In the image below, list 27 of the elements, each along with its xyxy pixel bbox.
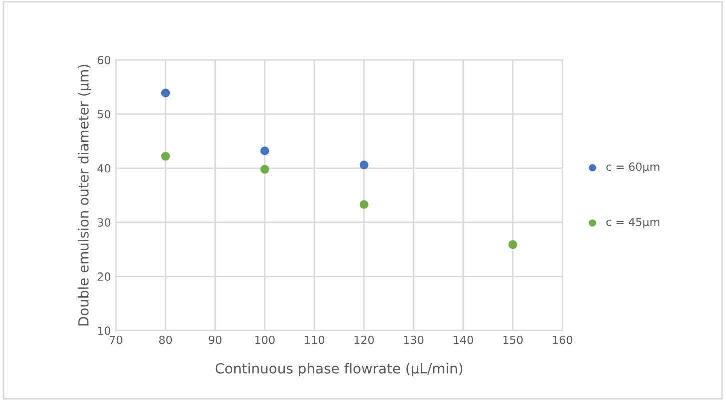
x-tick-label: 160: [553, 336, 573, 344]
y-tick-label: 10: [98, 326, 111, 336]
x-tick-label: 130: [404, 336, 424, 344]
x-tick-label: 120: [354, 336, 374, 344]
x-tick-label: 80: [159, 336, 172, 344]
y-tick-label: 30: [98, 218, 111, 227]
x-axis-title: Continuous phase flowrate (µL/min): [216, 363, 463, 377]
point: [360, 200, 369, 210]
y-tick-label: 20: [98, 272, 111, 282]
point: [360, 160, 369, 170]
legend-label: c = 45µm: [606, 218, 660, 228]
point: [260, 165, 270, 174]
x-tick-label: 70: [110, 336, 122, 344]
x-tick-label: 150: [504, 336, 523, 344]
point: [161, 152, 170, 161]
x-tick-label: 140: [454, 336, 474, 344]
point: [508, 240, 518, 250]
y-tick-label: 60: [98, 56, 111, 65]
point: [260, 146, 270, 156]
x-tick-label: 100: [256, 336, 275, 344]
y-tick-label: 40: [98, 164, 111, 173]
point: [161, 88, 170, 98]
x-tick-label: 110: [305, 336, 324, 344]
legend-label: c = 60µm: [606, 162, 660, 174]
x-tick-label: 90: [209, 336, 222, 344]
y-tick-label: 50: [98, 110, 111, 119]
y-axis-title: Double emulsion outer diameter (µm): [78, 65, 92, 326]
